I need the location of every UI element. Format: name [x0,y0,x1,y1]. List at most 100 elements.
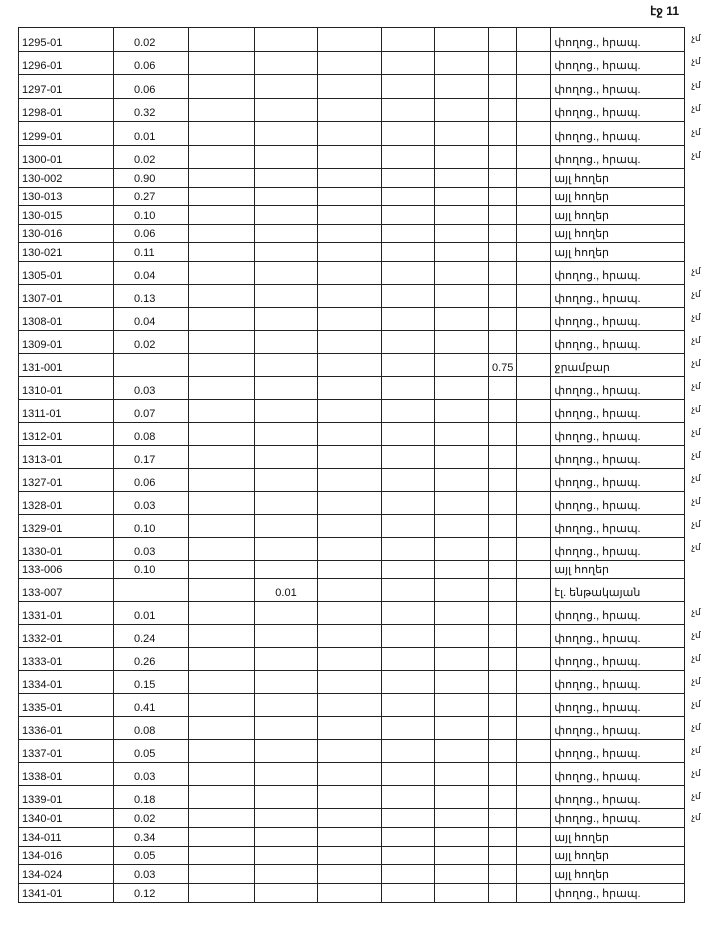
empty-cell [381,716,435,740]
empty-cell [516,205,552,225]
empty-cell [434,306,489,331]
empty-cell [516,144,552,169]
table-row: 133-006 0.10 այլ հողեր [18,559,715,579]
empty-cell [434,559,489,579]
empty-cell [188,242,255,262]
empty-cell [487,50,518,75]
empty-cell [317,242,382,262]
table-row: 1305-01 0.04 փողոց., հրապ. չմ [18,260,715,285]
table-row: 1296-01 0.06 փողոց., հրապ. չմ [18,50,715,75]
empty-cell [317,670,382,694]
area-value: 0.12 [113,882,189,903]
land-type: այլ հողեր [550,223,686,243]
empty-cell [516,559,552,579]
mark: չմ [691,126,701,137]
land-type: փողոց., հրապ. [550,260,686,285]
empty-cell [381,168,435,188]
table-row: 1313-01 0.17 փողոց., հրապ. չմ [18,444,715,469]
parcel-id: 1333-01 [18,647,114,671]
empty-cell [317,50,382,75]
land-type: փողոց., հրապ. [550,74,686,99]
area-value: 0.32 [113,97,189,122]
area-value: 0.05 [113,739,189,763]
table-row: 1336-01 0.08 փողոց., հրապ. չմ [18,716,715,740]
land-type: փողոց., հրապ. [550,144,686,169]
mark: չմ [691,721,701,732]
mark: չմ [691,450,701,460]
mark: չմ [691,652,701,663]
empty-cell [434,693,489,717]
table-row: 130-021 0.11 այլ հողեր [18,242,715,262]
empty-cell [254,260,318,285]
parcel-id: 130-015 [18,205,114,225]
empty-cell [254,144,318,169]
empty-cell [434,882,489,903]
empty-cell [254,223,318,243]
empty-cell [487,559,518,579]
area-value: 0.03 [113,490,189,515]
mark: չմ [691,744,701,755]
table-row: 1327-01 0.06 փողոց., հրապ. չմ [18,467,715,492]
empty-cell [317,398,382,423]
table-row: 133-007 0.01 էլ. ենթակայան [18,578,715,602]
empty-cell [188,882,255,903]
parcel-id: 1340-01 [18,808,114,828]
empty-cell [487,693,518,717]
empty-cell [434,845,489,865]
empty-cell [434,808,489,828]
table-row: 1298-01 0.32 փողոց., հրապ. չմ [18,97,715,122]
empty-cell [317,205,382,225]
empty-cell [188,283,255,308]
land-table: 1295-01 0.02 փողոց., հրապ. չմ 1296-01 0.06 փող… [18,27,715,903]
empty-cell [487,205,518,225]
parcel-id: 134-016 [18,845,114,865]
table-row: 1310-01 0.03 փողոց., հրապ. չմ [18,375,715,400]
parcel-id: 1307-01 [18,283,114,308]
empty-cell [487,306,518,331]
empty-cell [381,785,435,809]
mark: չմ [691,675,701,686]
land-type: փողոց., հրապ. [550,97,686,122]
empty-cell [516,223,552,243]
empty-cell [434,205,489,225]
empty-cell [434,421,489,446]
table-row: 1311-01 0.07 փողոց., հրապ. չմ [18,398,715,423]
parcel-id: 130-021 [18,242,114,262]
land-type: փողոց., հրապ. [550,467,686,492]
empty-cell [317,827,382,847]
empty-cell [188,601,255,625]
area-value: 0.03 [113,864,189,884]
empty-cell [254,864,318,884]
table-row: 1328-01 0.03 փողոց., հրապ. չմ [18,490,715,515]
empty-cell [487,283,518,308]
empty-cell [516,329,552,354]
table-row: 1339-01 0.18 փողոց., հրապ. չմ [18,785,715,809]
empty-cell [188,97,255,122]
empty-cell [487,168,518,188]
mark: չմ [691,56,701,67]
empty-cell [381,670,435,694]
parcel-id: 1341-01 [18,882,114,903]
empty-cell [254,27,318,52]
empty-cell [381,601,435,625]
area-value: 0.02 [113,144,189,169]
land-type: փողոց., հրապ. [550,513,686,538]
empty-cell [381,352,435,377]
empty-cell [516,578,552,602]
empty-cell [434,27,489,52]
parcel-id: 1338-01 [18,762,114,786]
table-row: 1312-01 0.08 փողոց., հրապ. չմ [18,421,715,446]
mark: չմ [691,790,701,801]
table-row: 1337-01 0.05 փողոց., հրապ. չմ [18,739,715,763]
empty-cell [487,827,518,847]
table-row: 1330-01 0.03 փողոց., հրապ. չմ [18,536,715,561]
empty-cell [434,242,489,262]
land-type: փողոց., հրապ. [550,490,686,515]
area-value: 0.10 [113,559,189,579]
area-value: 0.10 [113,513,189,538]
empty-cell [516,97,552,122]
land-type: փողոց., հրապ. [550,601,686,625]
empty-cell [381,50,435,75]
area-value: 0.03 [113,762,189,786]
empty-cell [254,693,318,717]
